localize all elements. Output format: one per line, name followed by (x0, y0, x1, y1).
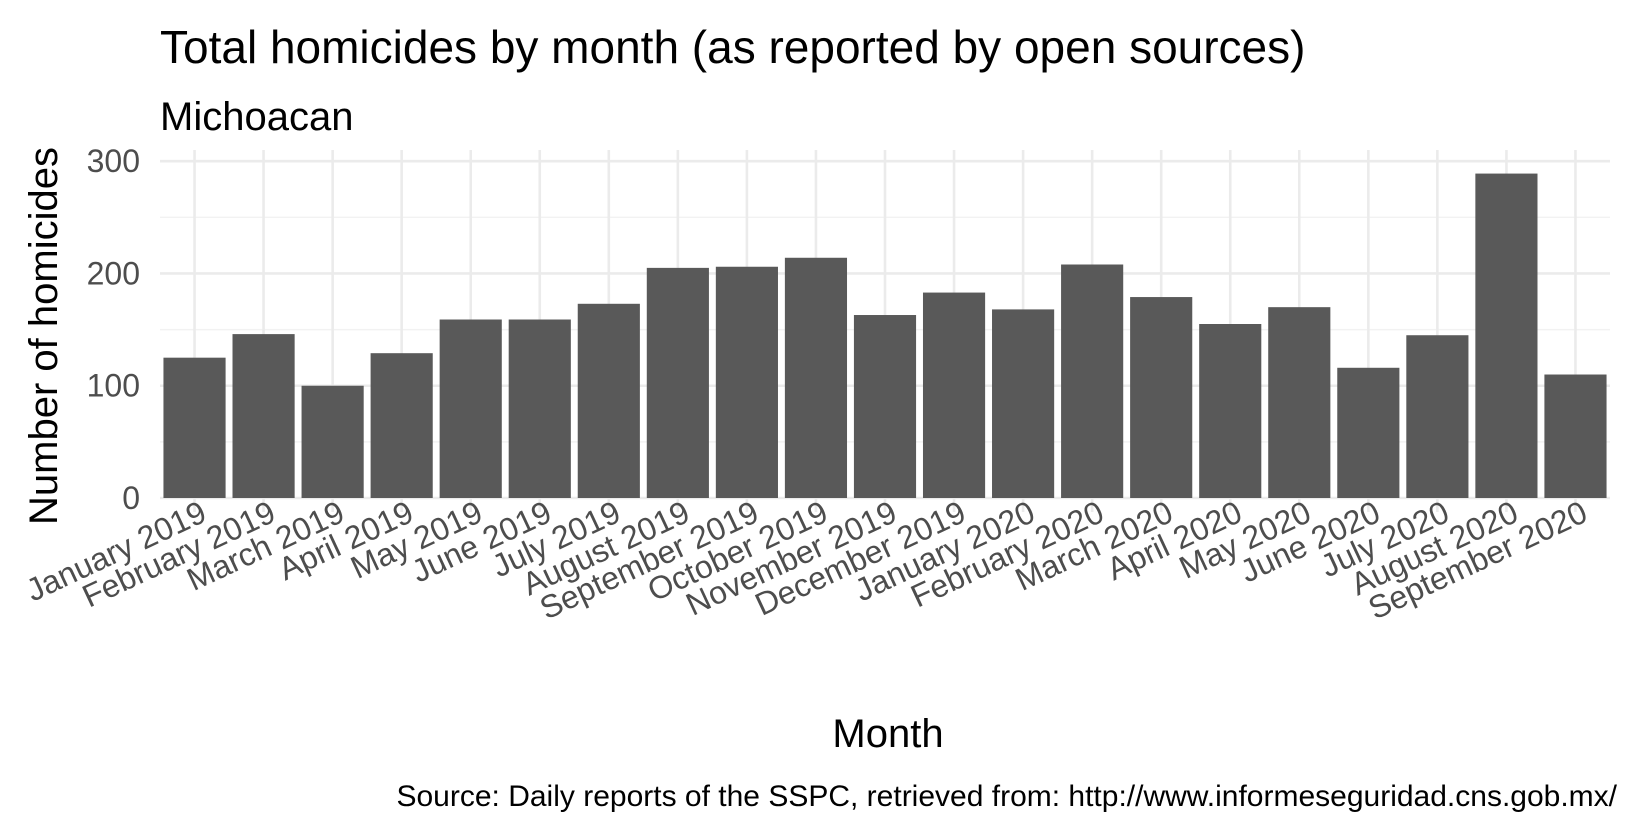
bar (163, 357, 226, 498)
bar (577, 303, 640, 498)
bar (1061, 264, 1124, 498)
chart-title: Total homicides by month (as reported by… (160, 21, 1305, 73)
bar (715, 266, 778, 498)
bar (301, 385, 364, 498)
y-tick-label: 0 (122, 480, 140, 516)
bar (1406, 335, 1469, 498)
y-axis-title: Number of homicides (22, 147, 66, 525)
bar (1130, 297, 1193, 498)
bar (1268, 307, 1331, 498)
bar (1199, 324, 1262, 498)
bars (163, 173, 1607, 498)
bar (646, 267, 709, 498)
bar (370, 353, 433, 498)
bar (784, 257, 848, 498)
bar (1337, 367, 1400, 498)
bar (1475, 173, 1538, 498)
bar (439, 319, 502, 498)
chart-caption: Source: Daily reports of the SSPC, retri… (396, 780, 1617, 813)
bar (232, 334, 295, 498)
bar (922, 292, 986, 498)
y-tick-label: 300 (87, 143, 140, 179)
x-axis-title: Month (832, 712, 943, 756)
y-tick-label: 100 (87, 368, 140, 404)
chart-subtitle: Michoacan (160, 95, 353, 139)
y-tick-label: 200 (87, 255, 140, 291)
bar (508, 319, 571, 498)
bar (992, 309, 1055, 498)
bar (1544, 374, 1607, 498)
y-axis-ticks: 0 100 200 300 (87, 143, 140, 516)
bar (853, 315, 917, 498)
